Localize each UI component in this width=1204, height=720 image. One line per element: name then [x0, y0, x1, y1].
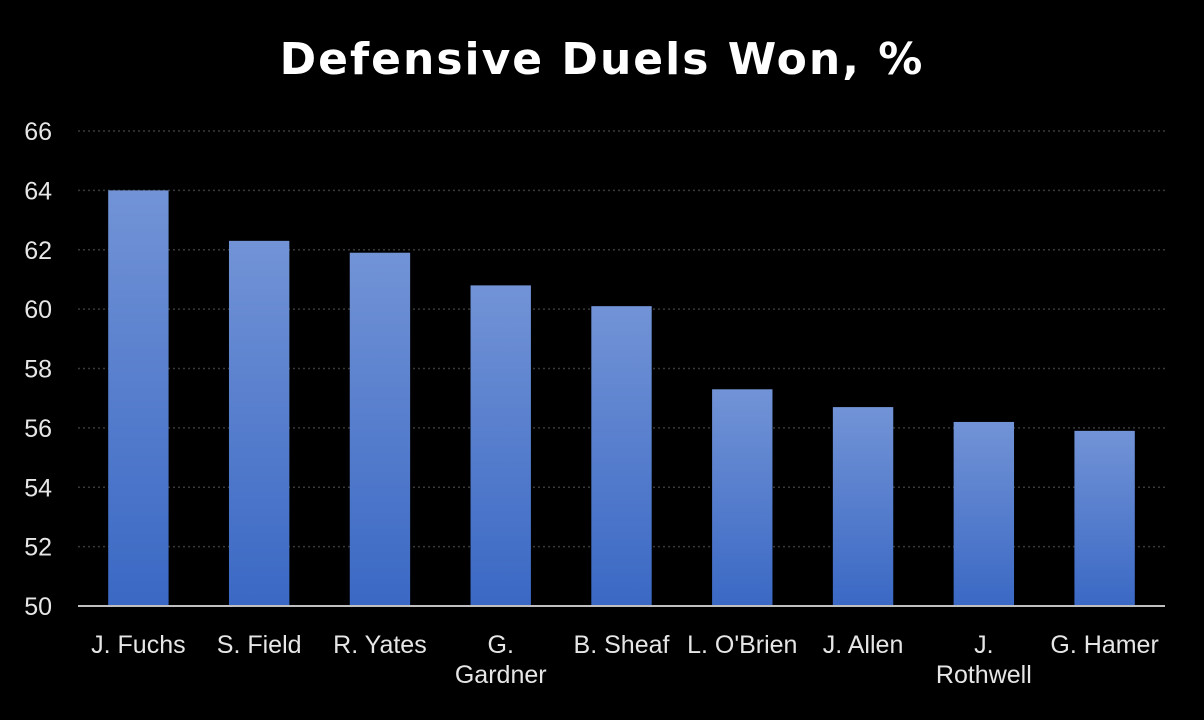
bar [591, 306, 652, 606]
chart-title: Defensive Duels Won, % [279, 34, 925, 85]
y-tick-label: 54 [24, 474, 52, 502]
y-tick-label: 56 [24, 415, 52, 443]
bars [108, 190, 1135, 606]
y-tick-label: 62 [24, 237, 52, 265]
x-tick-label: S. Field [217, 631, 302, 659]
bar [349, 252, 411, 606]
y-tick-label: 58 [24, 356, 52, 384]
y-tick-label: 60 [24, 296, 52, 324]
x-tick-label: J. Allen [823, 631, 904, 659]
x-tick-label: B. Sheaf [574, 631, 670, 659]
bar [832, 407, 894, 606]
y-tick-label: 52 [24, 534, 52, 562]
x-tick-label: R. Yates [333, 631, 427, 659]
x-tick-label: J. Rothwell [936, 631, 1032, 689]
x-tick-label: G. Hamer [1050, 631, 1158, 659]
y-tick-label: 66 [24, 118, 52, 146]
bar [470, 285, 531, 606]
bar [953, 421, 1015, 606]
x-axis-ticks: J. Fuchs S. Field R. Yates G. Gardner B. Shea… [91, 631, 1159, 689]
bar [108, 190, 169, 606]
x-tick-label: J. Fuchs [91, 631, 185, 659]
x-tick-label: L. O'Brien [687, 631, 797, 659]
y-axis-ticks: 50 52 54 56 58 60 62 64 66 [24, 118, 52, 621]
bar [1074, 430, 1135, 606]
bar [228, 240, 290, 606]
x-tick-label: G. Gardner [455, 631, 547, 689]
y-tick-label: 64 [24, 177, 52, 205]
bar [712, 389, 773, 606]
y-tick-label: 50 [24, 593, 52, 621]
